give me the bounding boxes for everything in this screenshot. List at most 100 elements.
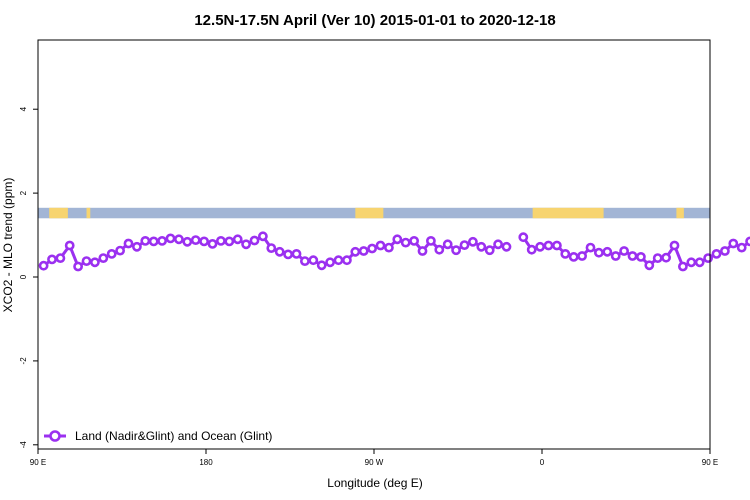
data-point: [501, 241, 512, 252]
data-point: [594, 247, 604, 258]
data-point: [451, 245, 461, 256]
data-point: [400, 237, 411, 248]
data-point: [47, 254, 57, 265]
data-point: [232, 234, 243, 245]
x-tick-label: 180: [199, 458, 213, 467]
y-axis-title: XCO2 - MLO trend (ppm): [1, 178, 15, 313]
data-point: [703, 253, 713, 263]
map-strip-land: [86, 207, 91, 219]
data-point: [610, 251, 621, 261]
legend-label: Land (Nadir&Glint) and Ocean (Glint): [75, 429, 272, 443]
map-strip-land: [355, 207, 384, 219]
y-tick-label: -2: [19, 357, 28, 365]
data-point: [140, 235, 151, 246]
data-point: [266, 243, 277, 253]
data-point: [568, 251, 579, 262]
data-point: [694, 257, 705, 268]
data-point: [745, 236, 750, 247]
data-point: [190, 235, 201, 245]
data-point: [543, 240, 554, 251]
data-point: [442, 239, 453, 250]
data-point: [165, 233, 176, 244]
data-point: [182, 236, 193, 247]
data-point: [686, 257, 697, 268]
map-strip-land: [49, 207, 68, 219]
data-point: [106, 248, 117, 259]
legend: Land (Nadir&Glint) and Ocean (Glint): [44, 429, 272, 443]
data-point: [291, 248, 302, 259]
data-point: [81, 256, 92, 266]
data-point: [678, 261, 688, 272]
data-point: [115, 245, 125, 256]
data-point: [392, 234, 403, 245]
x-tick-label: 90 W: [365, 458, 384, 467]
data-point: [459, 240, 470, 250]
x-tick-label: 90 E: [702, 458, 718, 467]
data-point: [316, 260, 327, 271]
data-point: [249, 235, 260, 246]
data-point: [308, 255, 319, 266]
data-point: [728, 238, 739, 249]
data-point: [434, 244, 445, 255]
data-point: [467, 236, 478, 247]
y-tick-label: -4: [19, 441, 28, 449]
data-point: [383, 242, 394, 253]
data-point: [350, 246, 361, 257]
data-point: [325, 257, 335, 268]
data-point: [358, 246, 369, 256]
data-point: [484, 245, 495, 256]
data-point: [274, 246, 285, 257]
map-strip-land: [532, 207, 604, 219]
x-tick-label: 90 E: [30, 458, 46, 467]
data-point: [148, 236, 159, 247]
legend-marker: [49, 430, 61, 442]
data-point: [224, 236, 235, 247]
data-point: [341, 255, 352, 266]
data-point: [38, 260, 49, 271]
data-point: [241, 239, 251, 250]
data-point: [661, 252, 671, 263]
data-point: [123, 238, 134, 249]
data-point: [476, 241, 487, 252]
data-point: [425, 235, 436, 246]
data-point: [157, 235, 167, 246]
data-point: [333, 255, 344, 266]
map-strip-land: [676, 207, 684, 219]
data-point: [585, 242, 596, 253]
data-point: [636, 251, 646, 262]
data-point: [619, 246, 629, 256]
data-point: [736, 242, 747, 253]
data-point: [98, 253, 109, 263]
y-tick-label: 2: [19, 190, 28, 195]
y-tick-label: 4: [19, 106, 28, 111]
data-point: [64, 240, 75, 251]
data-point: [627, 251, 638, 261]
y-tick-label: 0: [19, 274, 28, 279]
data-point: [417, 246, 428, 256]
data-point: [199, 236, 209, 247]
data-point: [526, 244, 537, 255]
data-point: [375, 240, 386, 251]
data-point: [711, 248, 722, 259]
data-point: [90, 257, 100, 268]
data-point: [215, 235, 226, 246]
data-point: [493, 239, 503, 250]
data-point: [602, 246, 613, 257]
x-tick-label: 0: [540, 458, 545, 467]
data-point: [560, 248, 571, 259]
data-point: [535, 241, 545, 252]
data-point: [577, 251, 587, 261]
data-point: [652, 253, 663, 263]
data-point: [55, 253, 66, 263]
x-axis-title: Longitude (deg E): [327, 476, 422, 490]
data-point: [720, 246, 730, 256]
chart-title: 12.5N-17.5N April (Ver 10) 2015-01-01 to…: [194, 12, 555, 29]
data-point: [257, 231, 268, 242]
data-point: [644, 260, 655, 271]
data-point: [409, 235, 419, 246]
data-point: [131, 241, 142, 252]
data-point: [207, 238, 218, 249]
data-point: [669, 240, 680, 251]
data-point: [73, 261, 83, 272]
